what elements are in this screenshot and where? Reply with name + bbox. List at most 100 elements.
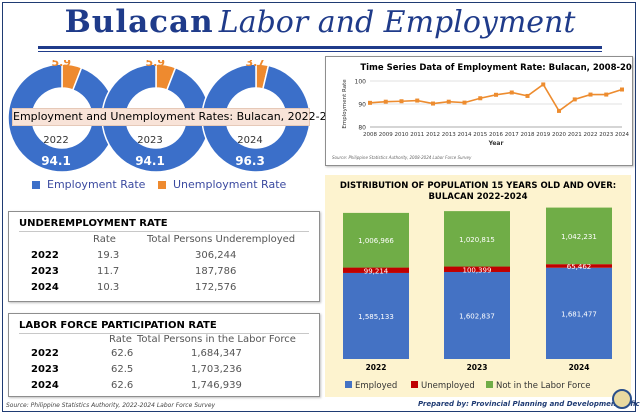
category-label: 2022 <box>366 363 387 372</box>
legend-swatch <box>486 381 493 388</box>
donut-year-label: 2024 <box>237 135 262 146</box>
data-point <box>494 92 498 97</box>
x-tick-label: 2015 <box>473 132 487 138</box>
data-point <box>368 100 372 105</box>
employment-rate-label: 94.1 <box>41 154 71 168</box>
not-in-labor-force-value-label: 1,042,231 <box>561 233 597 241</box>
page-title: Bulacan Labor and Employment <box>0 4 640 44</box>
donut-svg: 2022 94.1 5.9 2023 94.1 5.9 2024 96.3 3.7 <box>7 56 311 173</box>
donut-year-label: 2022 <box>43 135 68 146</box>
y-axis-label: Employment Rate <box>342 79 348 129</box>
employed-bar-segment <box>546 267 612 359</box>
distribution-card: DISTRIBUTION OF POPULATION 15 YEARS OLD … <box>325 175 631 397</box>
donut-year-label: 2023 <box>137 135 162 146</box>
data-point <box>572 97 577 102</box>
underemployment-rate: 11.7 <box>97 266 120 277</box>
underemployment-col-rate: Rate <box>93 234 116 245</box>
legend-label: Unemployed <box>421 381 475 391</box>
data-point <box>446 99 451 104</box>
title-topic: Labor and Employment <box>218 5 576 40</box>
title-underline-thin <box>38 51 602 52</box>
unemployed-value-label: 65,462 <box>567 263 592 271</box>
x-tick-label: 2019 <box>536 132 550 138</box>
lfpr-rate: 62.6 <box>111 348 134 359</box>
underemployment-title: UNDEREMPLOYMENT RATE <box>19 218 168 229</box>
x-tick-label: 2008 <box>363 132 377 138</box>
data-point <box>462 100 467 105</box>
employment-rate-line <box>369 83 623 113</box>
page-frame <box>2 2 636 412</box>
x-tick-label: 2022 <box>584 132 598 138</box>
data-point <box>557 108 561 113</box>
underemployment-col-total: Total Persons Underemployed <box>147 234 296 245</box>
underemployment-total: 172,576 <box>195 282 237 293</box>
lfpr-rate: 62.5 <box>111 364 134 375</box>
legend-label: Not in the Labor Force <box>496 381 590 391</box>
y-tick-label: 100 <box>355 79 367 86</box>
unemployment-rate-label: 3.7 <box>246 60 266 69</box>
x-tick-label: 2013 <box>442 132 456 138</box>
not-in-labor-force-value-label: 1,020,815 <box>459 236 495 244</box>
lfpr-col-rate: Rate <box>109 334 132 345</box>
x-tick-label: 2011 <box>410 132 424 138</box>
legend-employment-label: Employment Rate <box>47 178 146 191</box>
x-tick-label: 2014 <box>458 132 472 138</box>
x-tick-label: 2024 <box>615 132 629 138</box>
x-tick-label: 2016 <box>489 132 503 138</box>
legend-label: Employed <box>355 381 397 391</box>
data-point <box>399 99 404 104</box>
legend-employment: Employment Rate <box>32 178 145 191</box>
distribution-subtitle: BULACAN 2022-2024 <box>428 192 527 202</box>
employed-value-label: 1,585,133 <box>358 313 394 321</box>
lfpr-col-total: Total Persons in the Labor Force <box>137 334 296 345</box>
data-point <box>541 82 546 87</box>
underemployment-card: UNDEREMPLOYMENT RATE Rate Total Persons … <box>8 211 320 302</box>
unemployment-rate-label: 5.9 <box>146 60 166 69</box>
underemployment-divider <box>19 231 309 232</box>
x-tick-label: 2023 <box>599 132 613 138</box>
data-point <box>588 92 593 97</box>
legend-unemployment-label: Unemployment Rate <box>173 178 287 191</box>
lfpr-total: 1,703,236 <box>191 364 242 375</box>
lfpr-title: LABOR FORCE PARTICIPATION RATE <box>19 320 217 331</box>
not-in-labor-force-value-label: 1,006,966 <box>358 237 394 245</box>
x-tick-label: 2009 <box>379 132 393 138</box>
data-point <box>415 98 420 103</box>
lfpr-year: 2024 <box>31 380 59 391</box>
legend-swatch <box>411 381 418 388</box>
lfpr-divider <box>19 333 309 334</box>
employed-bar-segment <box>444 271 510 359</box>
lfpr-year: 2023 <box>31 364 59 375</box>
unemployed-bar-segment <box>444 266 510 272</box>
unemployed-bar-segment <box>343 267 409 273</box>
x-tick-label: 2020 <box>552 132 566 138</box>
employment-slice <box>201 63 311 173</box>
donut-banner: Employment and Unemployment Rates: Bulac… <box>12 108 348 126</box>
legend-swatch <box>345 381 352 388</box>
unemployed-value-label: 100,399 <box>463 266 492 274</box>
not-in-labor-force-bar-segment <box>444 211 510 267</box>
underemployment-total: 306,244 <box>195 250 237 261</box>
x-axis-label: Year <box>488 140 504 147</box>
employed-value-label: 1,681,477 <box>561 310 597 318</box>
not-in-labor-force-bar-segment <box>343 212 409 268</box>
x-tick-label: 2018 <box>521 132 535 138</box>
time-series-card: Time Series Data of Employment Rate: Bul… <box>325 56 640 166</box>
not-in-labor-force-bar-segment <box>546 207 612 265</box>
data-point <box>620 87 624 92</box>
distribution-chart: DISTRIBUTION OF POPULATION 15 YEARS OLD … <box>340 181 616 391</box>
underemployment-year: 2022 <box>31 250 59 261</box>
footer-prepared-by: Prepared by: Provincial Planning and Dev… <box>418 400 640 408</box>
underemployment-total: 187,786 <box>195 266 237 277</box>
underemployment-rate: 19.3 <box>97 250 120 261</box>
donut-charts: 2022 94.1 5.9 2023 94.1 5.9 2024 96.3 3.7 <box>4 56 316 190</box>
lfpr-total: 1,746,939 <box>191 380 242 391</box>
employed-bar-segment <box>343 272 409 359</box>
time-series-chart: Time Series Data of Employment Rate: Bul… <box>342 63 640 147</box>
data-point <box>604 92 609 97</box>
unemployed-bar-segment <box>546 264 612 268</box>
unemployed-value-label: 99,214 <box>364 267 389 275</box>
category-label: 2023 <box>467 363 488 372</box>
employment-slice <box>101 63 211 173</box>
lfpr-total: 1,684,347 <box>191 348 242 359</box>
